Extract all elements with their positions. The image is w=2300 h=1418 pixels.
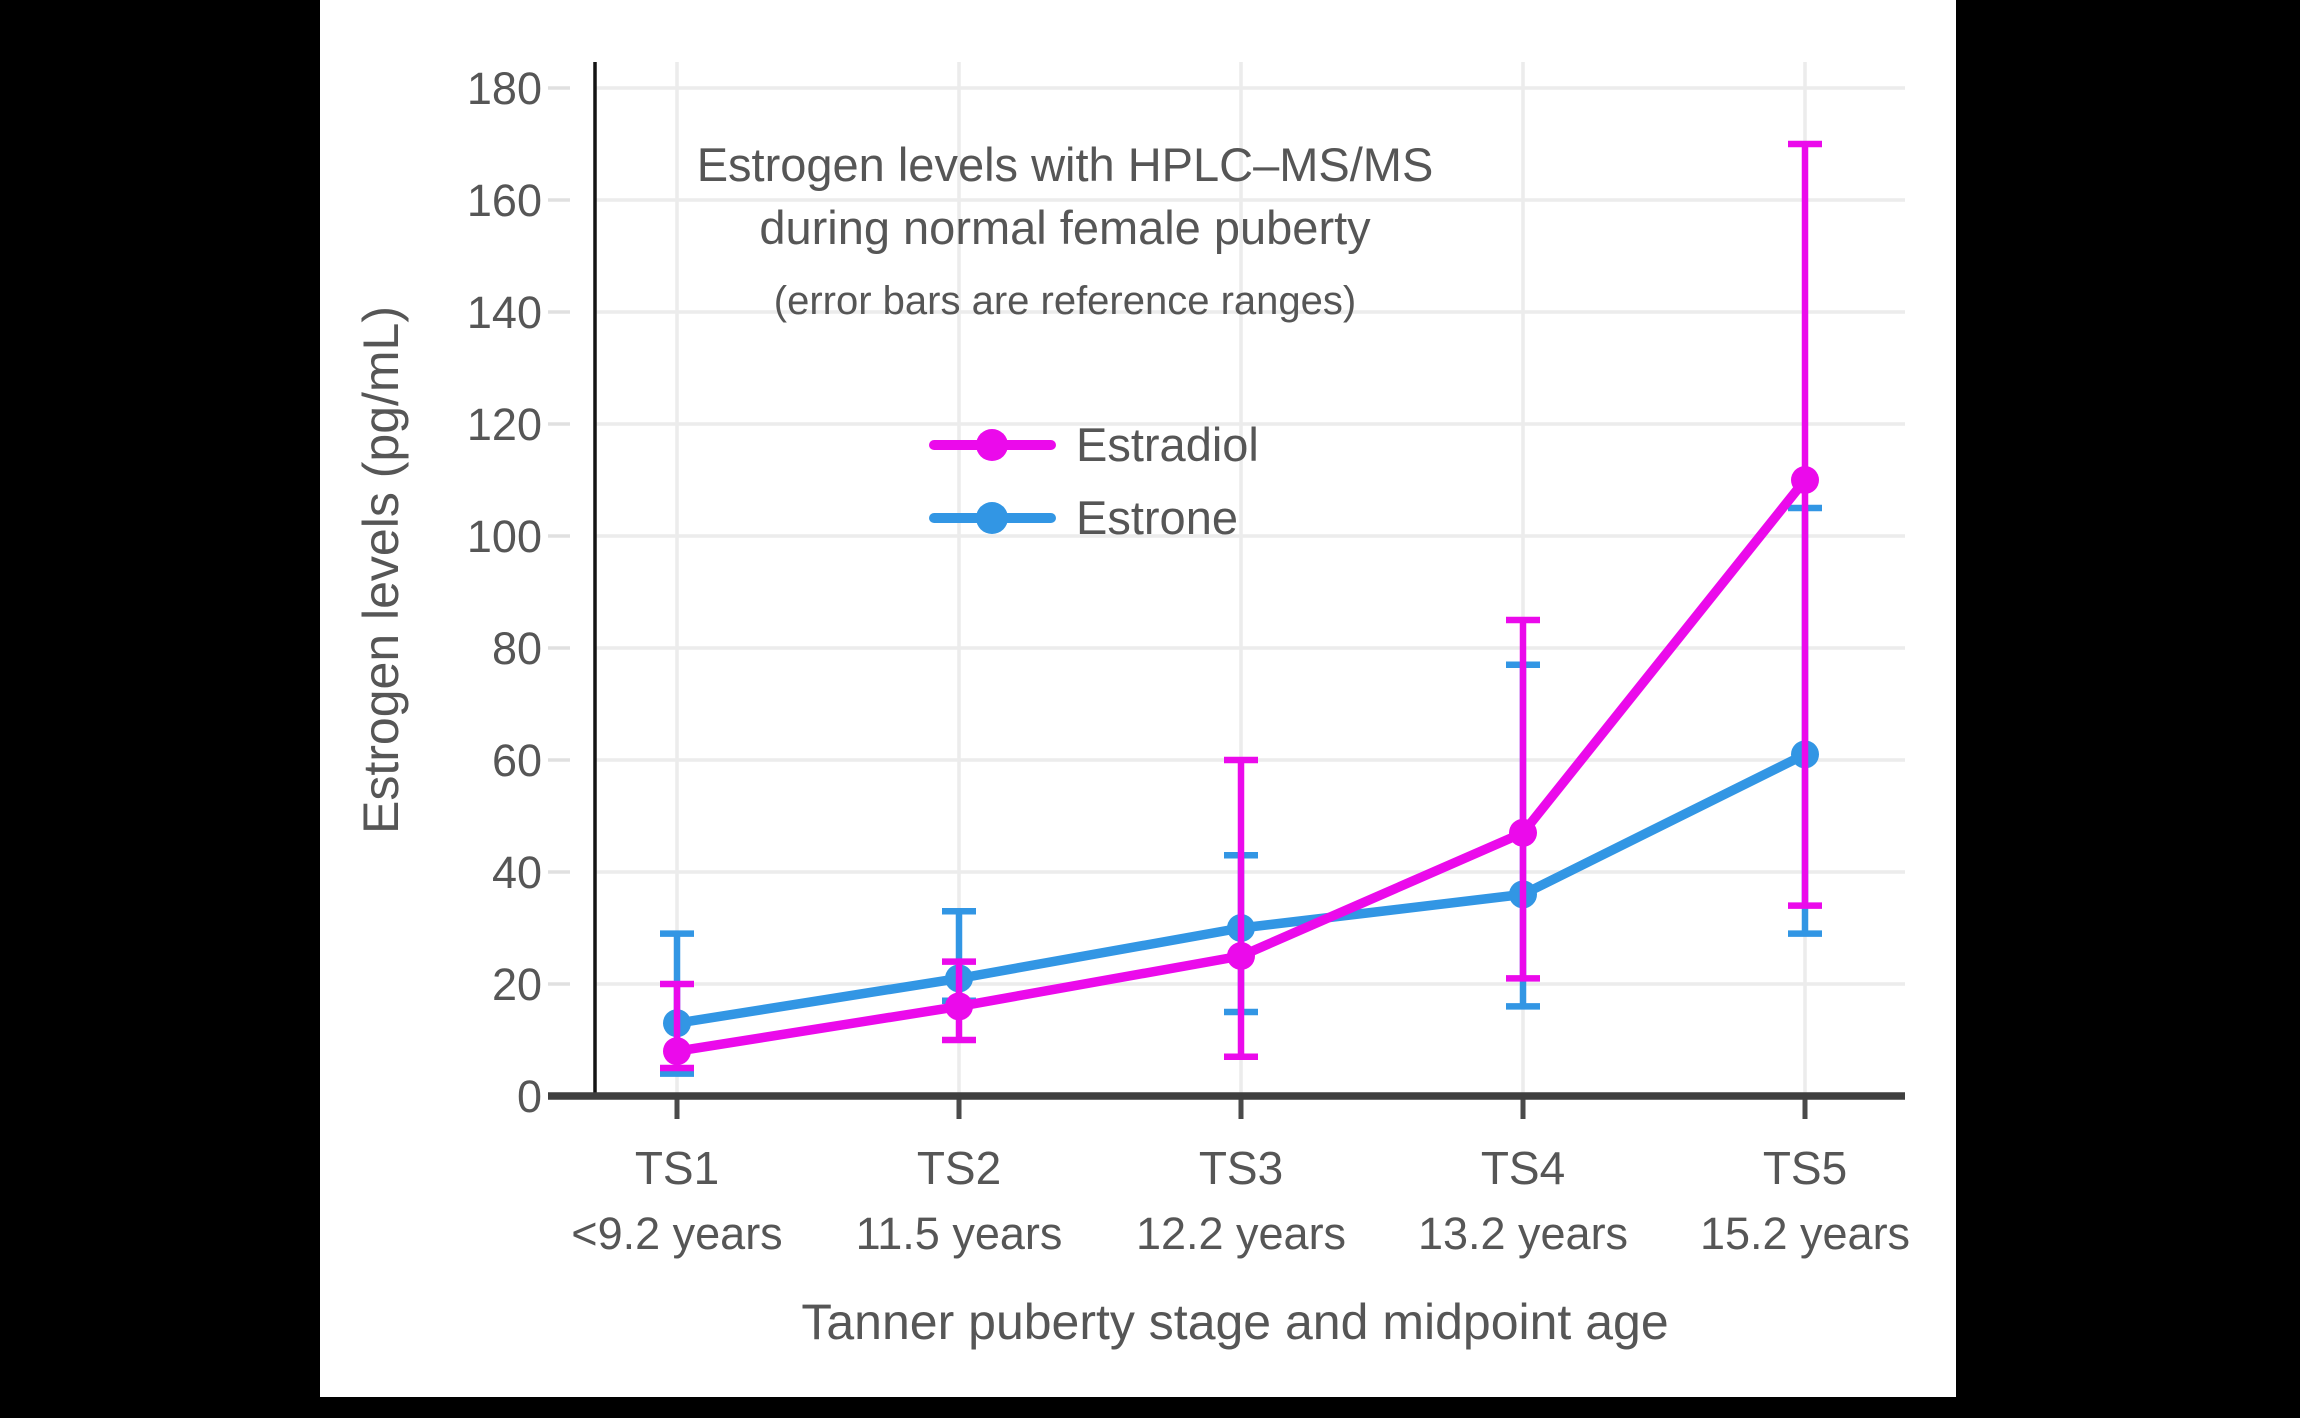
legend-dot-estradiol-icon <box>976 429 1008 461</box>
y-tick-label: 20 <box>492 959 542 1010</box>
data-point <box>663 1037 691 1066</box>
x-tick-label: TS2 <box>917 1142 1001 1194</box>
x-age-label: <9.2 years <box>571 1208 782 1259</box>
chart-title-line2: during normal female puberty <box>759 201 1371 254</box>
legend-item-estrone: Estrone <box>929 491 1238 544</box>
y-tick-label: 120 <box>467 399 542 450</box>
y-tick-label: 80 <box>492 623 542 674</box>
x-tick-label: TS3 <box>1199 1142 1283 1194</box>
series-estradiol <box>660 140 1822 1072</box>
x-tick-label: TS1 <box>635 1142 719 1194</box>
x-age-label: 15.2 years <box>1700 1208 1910 1259</box>
x-age-label: 11.5 years <box>856 1208 1063 1259</box>
y-tick-label: 140 <box>467 287 542 338</box>
y-tick-label: 160 <box>467 175 542 226</box>
x-age-label: 12.2 years <box>1136 1208 1346 1259</box>
axis-layer: 0 20 40 60 80 100 120 140 160 180 TS1 <9.2 years TS2… <box>467 62 1910 1259</box>
y-tick-label: 100 <box>467 511 542 562</box>
chart-canvas: 0 20 40 60 80 100 120 140 160 180 TS1 <9.2 years TS2… <box>320 0 1956 1397</box>
chart-title: Estrogen levels with HPLC–MS/MS during n… <box>697 138 1434 323</box>
y-tick-label: 40 <box>492 847 542 898</box>
series-layer <box>660 140 1822 1077</box>
y-tick-label: 0 <box>517 1071 542 1122</box>
data-point <box>1227 942 1255 970</box>
legend-label-estrone: Estrone <box>1076 491 1238 544</box>
y-axis-title: Estrogen levels (pg/mL) <box>353 306 409 834</box>
data-point <box>1509 818 1537 847</box>
x-axis-title: Tanner puberty stage and midpoint age <box>801 1294 1668 1350</box>
x-tick-label: TS5 <box>1763 1142 1847 1194</box>
x-tick-label: TS4 <box>1481 1142 1565 1194</box>
chart-title-line1: Estrogen levels with HPLC–MS/MS <box>697 138 1434 191</box>
x-age-label: 13.2 years <box>1418 1208 1628 1259</box>
legend-label-estradiol: Estradiol <box>1076 418 1259 471</box>
data-point <box>945 992 973 1021</box>
data-point <box>1791 466 1819 494</box>
legend-item-estradiol: Estradiol <box>929 418 1259 471</box>
chart-svg: 0 20 40 60 80 100 120 140 160 180 TS1 <9.2 years TS2… <box>353 62 1910 1350</box>
legend: Estradiol Estrone <box>929 418 1259 544</box>
legend-dot-estrone-icon <box>976 502 1008 534</box>
y-tick-label: 180 <box>467 63 542 114</box>
chart-subtitle: (error bars are reference ranges) <box>774 279 1356 323</box>
y-tick-label: 60 <box>492 735 542 786</box>
